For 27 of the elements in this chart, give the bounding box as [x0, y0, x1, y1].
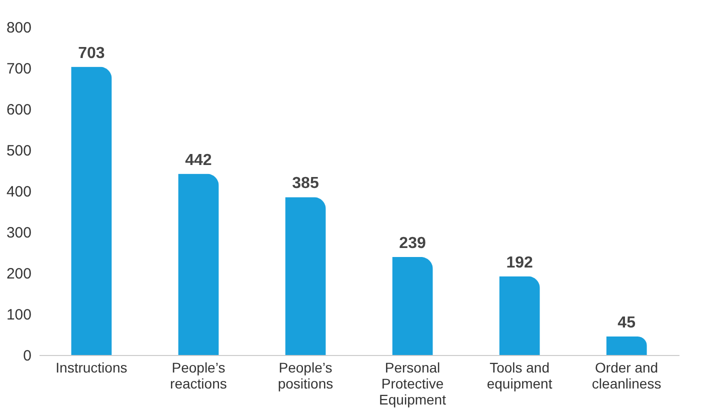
- bar: [71, 66, 112, 355]
- bar: [606, 336, 647, 355]
- data-label: 239: [399, 235, 426, 252]
- bar: [178, 174, 219, 355]
- y-tick-label: 400: [6, 184, 32, 200]
- y-tick-label: 100: [6, 306, 32, 324]
- bar: [392, 257, 433, 355]
- data-label: 442: [185, 152, 212, 169]
- data-label: 192: [506, 254, 533, 272]
- bar: [285, 197, 326, 355]
- data-label: 703: [78, 44, 105, 62]
- x-tick-label: Instructions: [56, 360, 128, 376]
- y-tick-label: 0: [23, 348, 32, 364]
- y-tick-label: 500: [6, 142, 32, 160]
- y-tick-label: 300: [6, 224, 32, 242]
- x-tick-label: People’s reactions: [170, 360, 227, 392]
- x-tick-label: People’s positions: [278, 360, 334, 392]
- bar: [499, 276, 540, 355]
- x-tick-label: Tools and equipment: [486, 360, 552, 392]
- y-tick-label: 800: [6, 20, 32, 36]
- y-tick-label: 700: [6, 60, 32, 78]
- y-tick-label: 200: [6, 266, 32, 282]
- data-label: 45: [618, 314, 636, 332]
- x-tick-label: Personal Protective Equipment: [379, 360, 446, 408]
- y-tick-label: 600: [6, 102, 32, 118]
- data-label: 385: [292, 175, 319, 192]
- x-tick-label: Order and cleanliness: [592, 360, 662, 392]
